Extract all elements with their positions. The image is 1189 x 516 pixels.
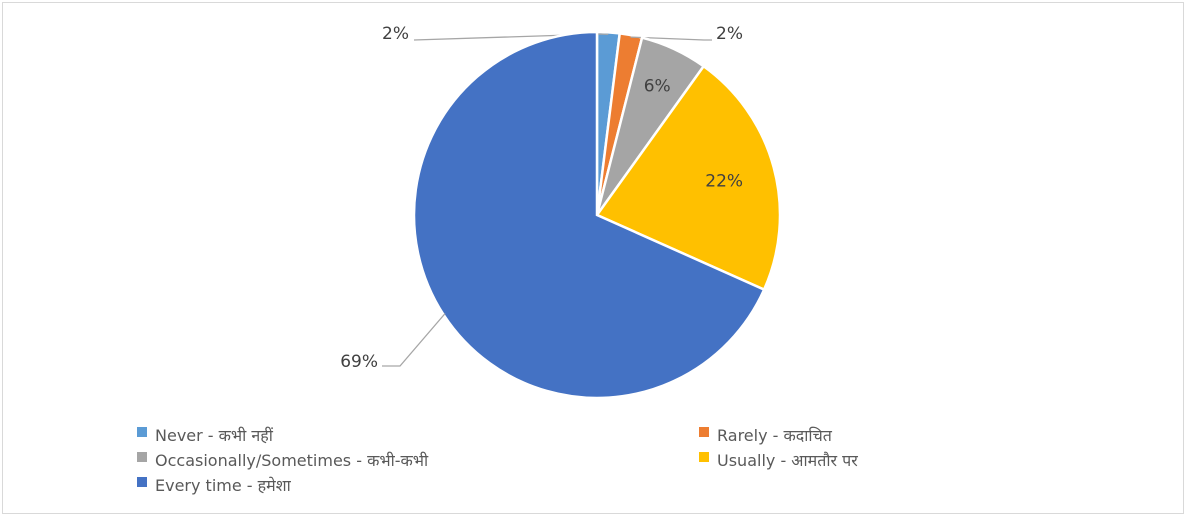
legend-swatch-occasionally [137, 452, 147, 462]
data-label-rarely: 2% [716, 24, 743, 44]
data-label-never: 2% [382, 24, 409, 44]
leader-line-never [413, 33, 609, 41]
legend-label-occasionally: Occasionally/Sometimes - कभी-कभी [155, 451, 429, 470]
legend-item-never: Never - कभी नहीं [137, 424, 273, 446]
data-label-usually: 22% [705, 172, 743, 192]
pie-slice-usually [595, 64, 782, 292]
legend-item-occasionally: Occasionally/Sometimes - कभी-कभी [137, 449, 428, 471]
leader-line-rarely [630, 36, 712, 41]
legend-item-rarely: Rarely - कदाचित [699, 424, 832, 446]
legend-label-usually: Usually - आमतौर पर [717, 451, 858, 470]
legend-swatch-rarely [699, 427, 709, 437]
legend-swatch-usually [699, 452, 709, 462]
data-label-occasionally: 6% [644, 77, 671, 97]
legend-swatch-every-time [137, 477, 147, 487]
legend-swatch-never [137, 427, 147, 437]
legend-label-rarely: Rarely - कदाचित [717, 426, 832, 445]
legend-item-every-time: Every time - हमेशा [137, 474, 291, 496]
legend-item-usually: Usually - आमतौर पर [699, 449, 858, 471]
leader-line-every-time [382, 313, 446, 367]
legend-label-never: Never - कभी नहीं [155, 426, 273, 445]
data-label-every-time: 69% [340, 352, 378, 372]
legend-label-every-time: Every time - हमेशा [155, 476, 291, 495]
